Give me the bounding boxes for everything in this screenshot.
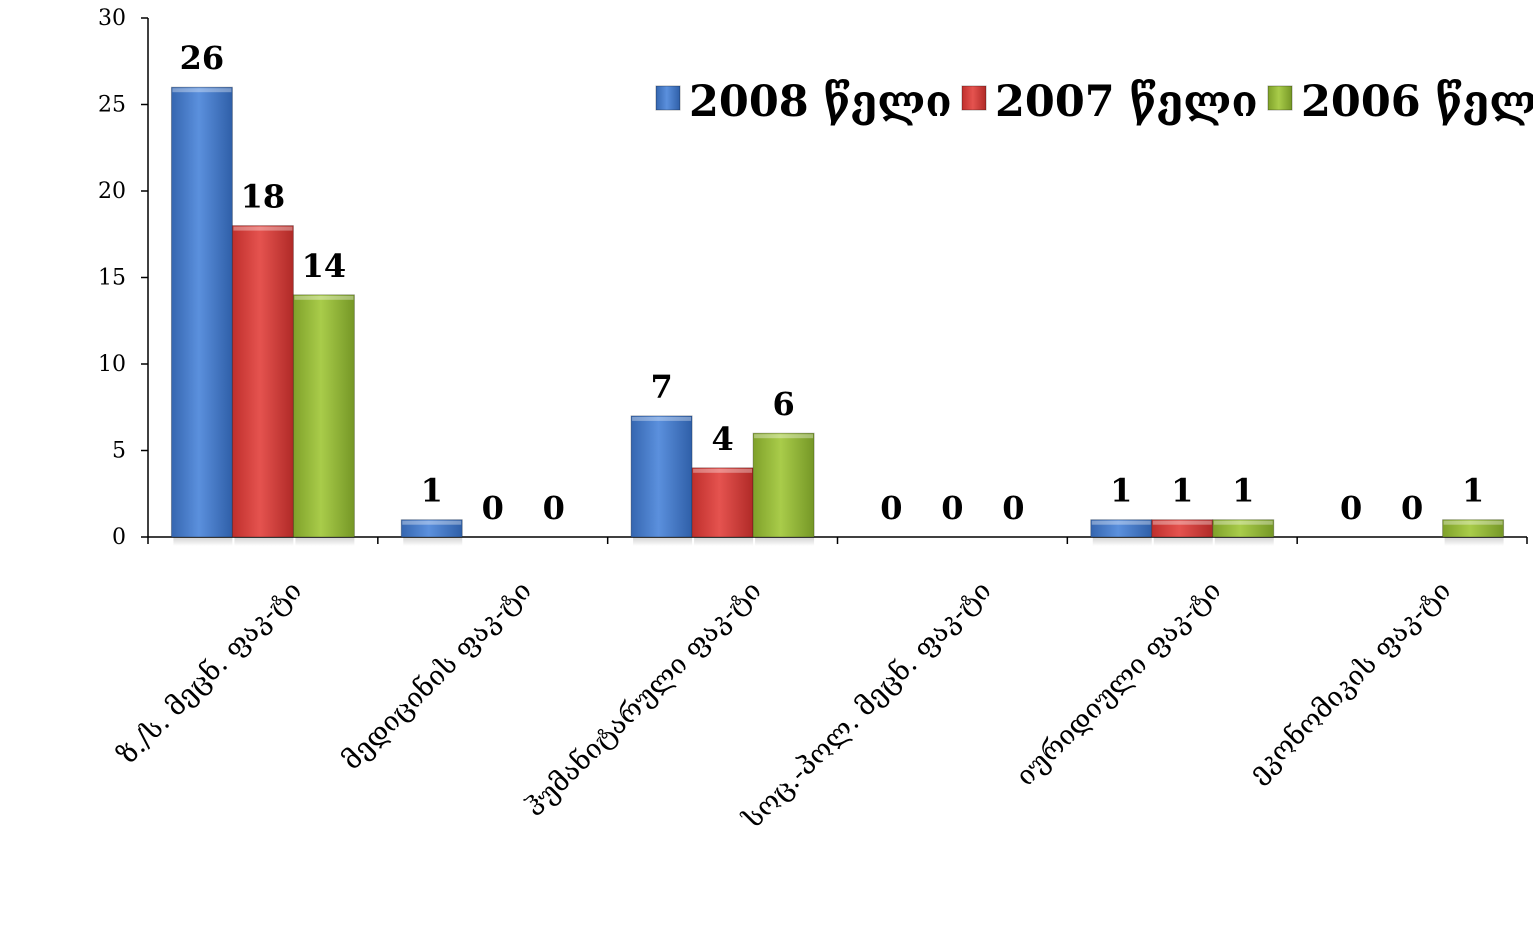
data-label: 6 [772,385,794,423]
bar-highlight [233,226,293,231]
bar-shadow [1153,537,1213,546]
bar-highlight [1213,520,1273,525]
legend-swatch-1 [655,85,681,111]
y-tick-label: 25 [98,93,126,118]
data-label: 0 [482,489,504,527]
data-label: 1 [1462,472,1484,510]
bar-shadow [173,537,233,546]
data-label: 14 [302,247,347,285]
y-axis: 0 5 10 15 20 25 30 [98,6,149,550]
data-label: 1 [421,472,443,510]
bar-highlight [632,416,692,421]
y-tick-label: 0 [112,525,126,550]
data-label: 0 [543,489,565,527]
bar-3-5 [1212,519,1275,538]
y-tick-label: 30 [98,6,126,31]
bar-3-6 [1442,519,1505,538]
bar-highlight [172,88,232,93]
bar-shadow [633,537,693,546]
bar-2-3 [691,467,754,538]
bar-shadow [295,537,355,546]
bar-shadow [1444,537,1504,546]
bar-1-2 [400,519,463,538]
legend-label-3: 2006 წელი [1301,77,1533,127]
y-tick-label: 15 [98,266,126,291]
bar-1-3 [630,415,693,538]
bar-1-1 [170,86,233,538]
category-label: მედიცინის ფაკ-ტი [336,575,537,776]
category-label: სოც.-პოლ. მეცნ. ფაკ-ტი [737,575,997,835]
data-label: 0 [1401,489,1423,527]
bar-highlight [1443,520,1503,525]
y-tick-label: 20 [98,179,126,204]
category-label: ეკონომიკის ფაკ-ტი [1243,575,1457,789]
bars [170,86,1505,546]
bar-shadow [1092,537,1152,546]
data-label: 4 [711,420,733,458]
data-label: 0 [1002,489,1024,527]
bar-3-3 [752,432,815,538]
bar-shadow [1214,537,1274,546]
bar-highlight [1152,520,1212,525]
y-tick-label: 5 [112,439,126,464]
bar-2-1 [231,225,294,538]
bar-highlight [1091,520,1151,525]
data-label: 18 [241,178,286,216]
bar-shadow [755,537,815,546]
legend-label-1: 2008 წელი [689,77,952,127]
data-label: 0 [880,489,902,527]
bar-shadow [234,537,294,546]
category-labels: ზ./ს. მეცნ. ფაკ-ტი მედიცინის ფაკ-ტიჰუმანი… [112,575,1457,835]
data-label: 1 [1171,472,1193,510]
data-label: 0 [1340,489,1362,527]
bar-shadow [694,537,754,546]
data-label: 7 [650,368,672,406]
data-label: 26 [180,39,225,77]
category-label: ჰუმანიტარული ფაკ-ტი [520,575,768,823]
legend: 2008 წელი 2007 წელი 2006 წელი [655,77,1533,127]
legend-label-2: 2007 წელი [995,77,1258,127]
category-label: ზ./ს. მეცნ. ფაკ-ტი [112,575,308,771]
bar-highlight [693,468,753,473]
bar-shadow [403,537,463,546]
y-tick-label: 10 [98,352,126,377]
data-label: 1 [1232,472,1254,510]
bar-highlight [402,520,462,525]
bar-3-1 [292,294,355,538]
legend-swatch-3 [1267,85,1293,111]
bar-highlight [754,434,814,439]
legend-swatch-2 [961,85,987,111]
x-axis [147,536,1528,544]
data-label: 1 [1110,472,1132,510]
category-label: იურიდიული ფაკ-ტი [1010,575,1227,792]
bar-highlight [294,295,354,300]
data-label: 0 [941,489,963,527]
